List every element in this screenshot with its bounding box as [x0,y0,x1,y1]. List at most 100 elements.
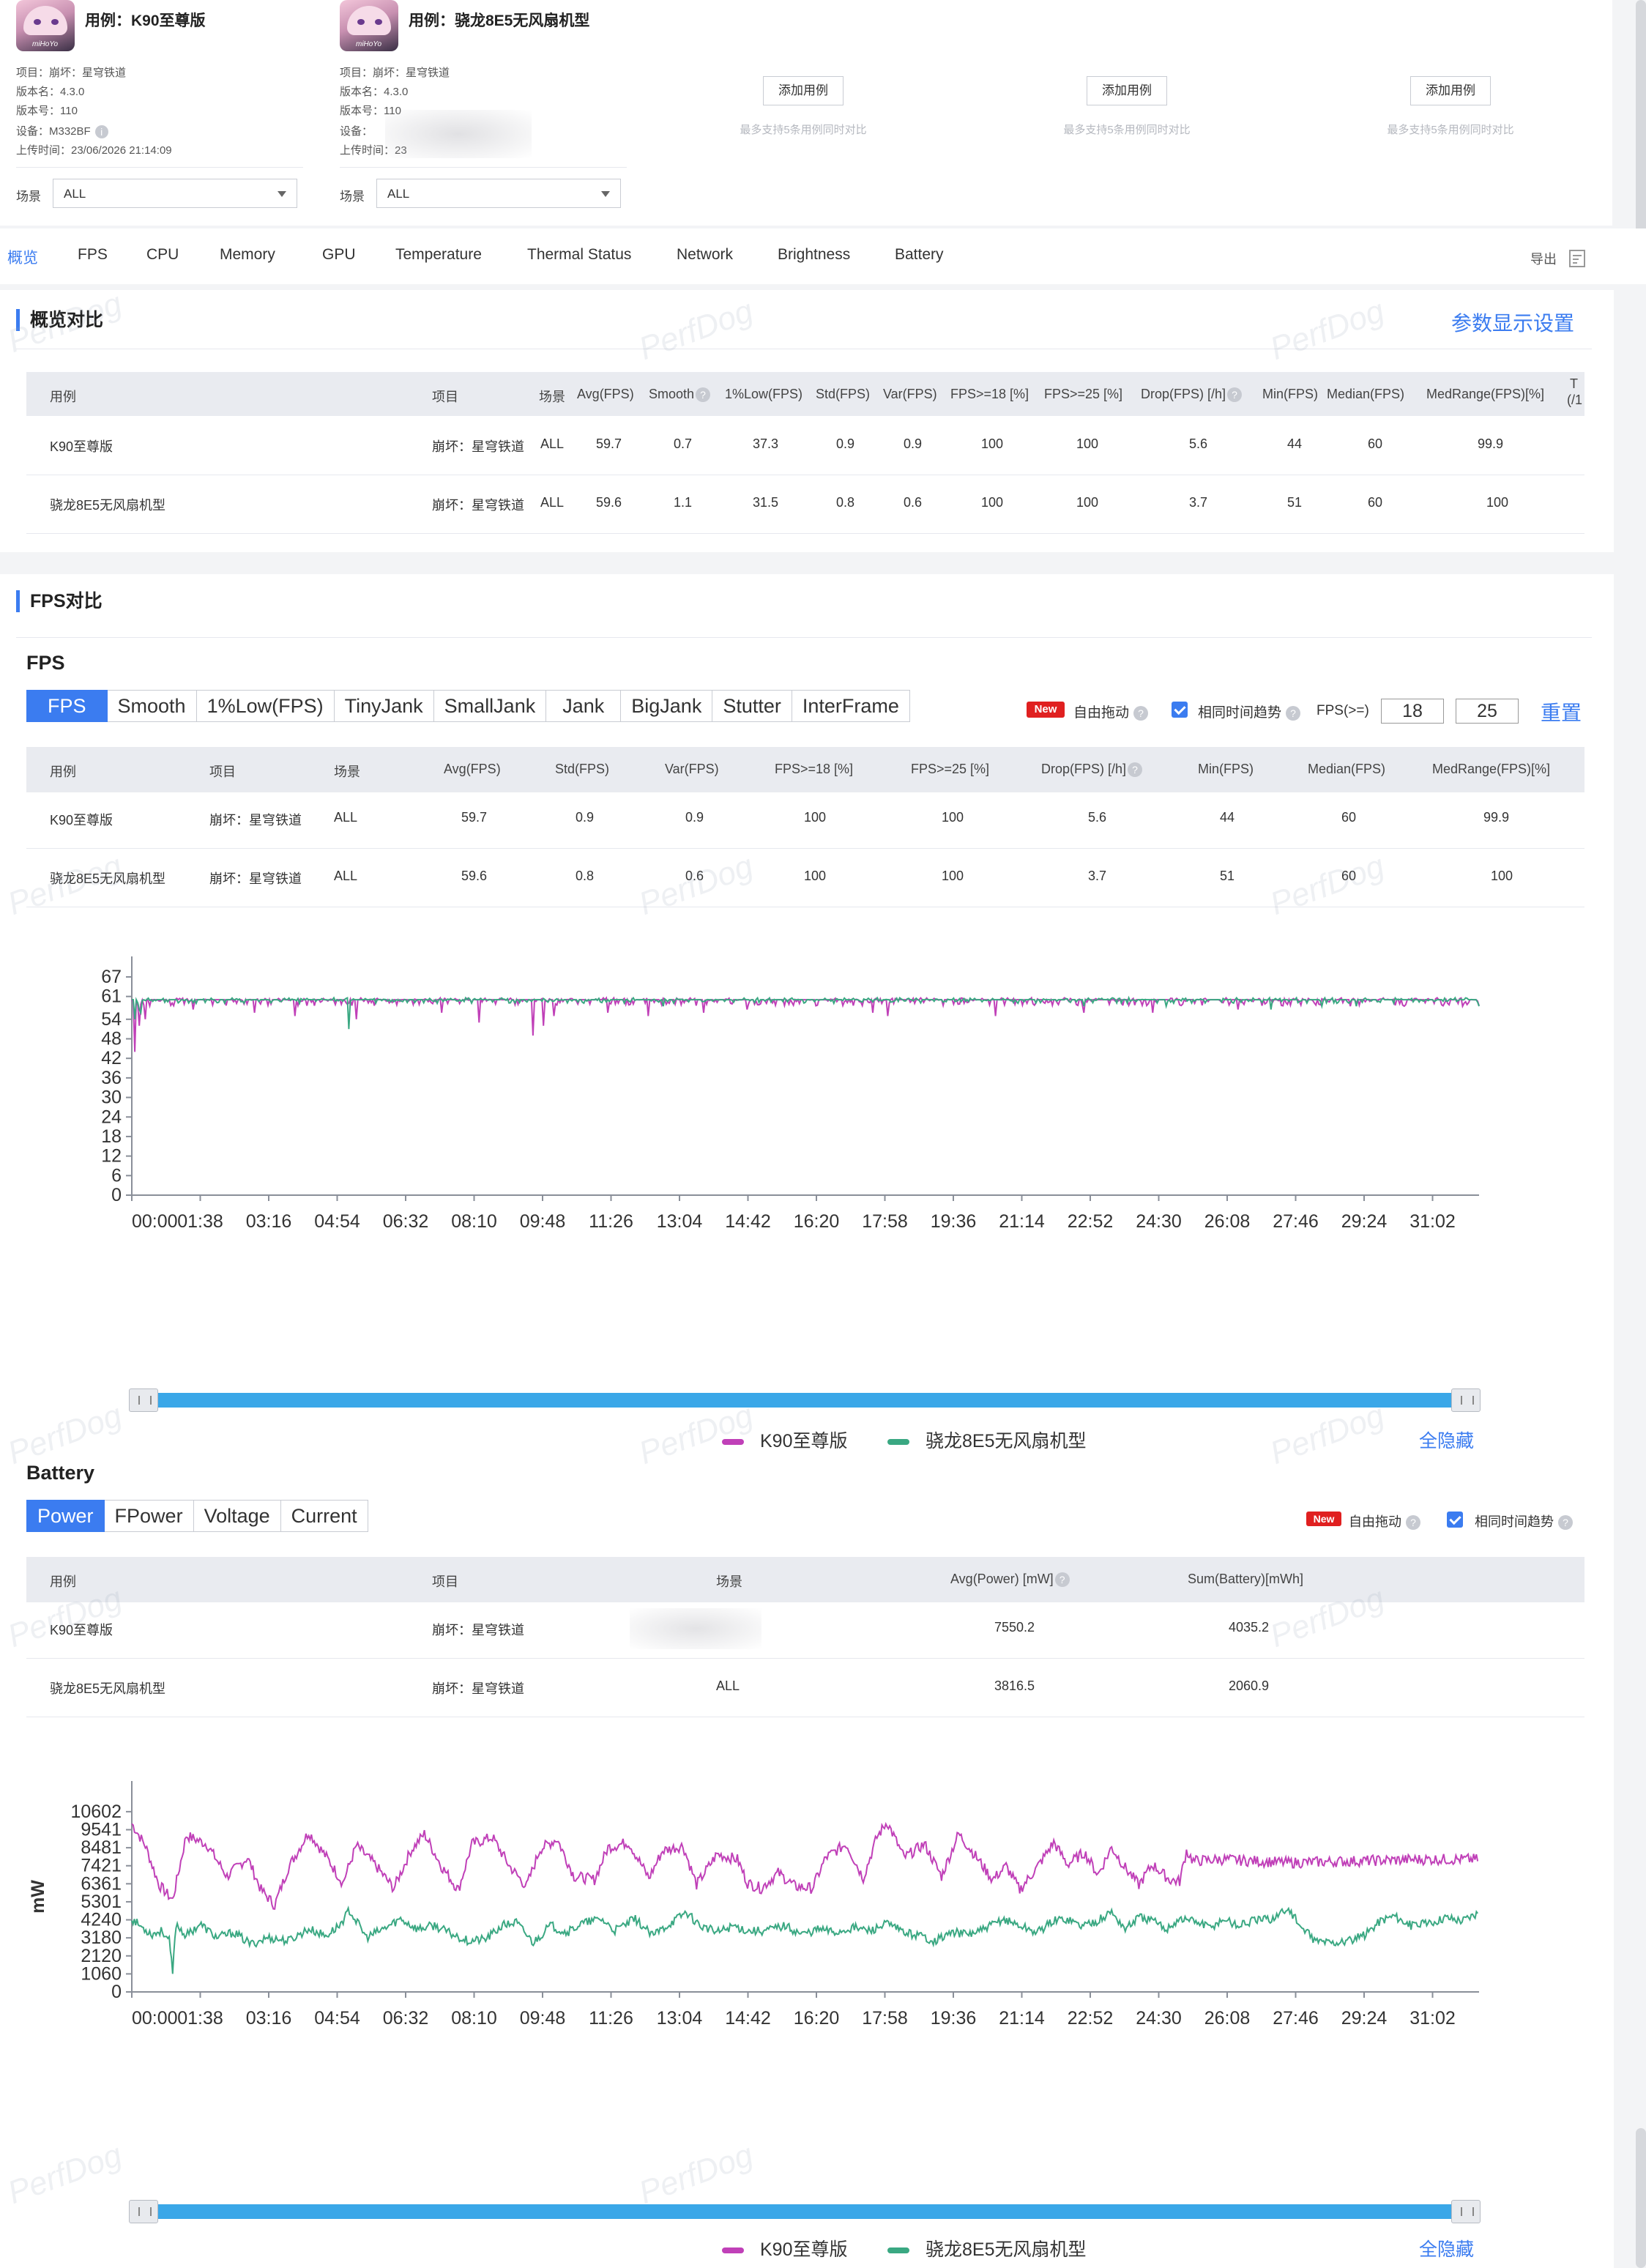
y-tick-label: 0 [111,1185,122,1205]
help-icon[interactable]: ? [1128,762,1143,778]
scene-select[interactable]: ALL [53,179,297,208]
y-tick-label: 18 [101,1126,122,1147]
y-tick-label: 48 [101,1029,122,1049]
segment-stutter[interactable]: Stutter [712,690,792,722]
y-tick-label: 6 [111,1165,122,1186]
fps-compare-section: FPS对比 FPS FPS Smooth 1%Low(FPS) TinyJank… [0,574,1614,2268]
range-handle-left[interactable] [129,1388,158,1412]
legend-swatch [722,2247,744,2254]
x-tick-label: 06:32 [383,2008,429,2029]
segment-fpower[interactable]: FPower [104,1500,194,1532]
y-tick-label: 3180 [81,1927,122,1948]
tab-cpu[interactable]: CPU [146,246,179,263]
segment-tinyjank[interactable]: TinyJank [334,690,434,722]
add-case-button[interactable]: 添加用例 [763,76,844,105]
add-case-hint: 最多支持5条用例同时对比 [1063,124,1191,136]
series-line-k90[interactable] [131,1821,1479,1910]
tab-temperature[interactable]: Temperature [395,246,482,263]
range-bar[interactable] [144,1393,1466,1408]
fps-compare-title: FPS对比 [16,590,103,612]
param-display-settings-link[interactable]: 参数显示设置 [1451,312,1575,335]
power-time-range-slider[interactable] [129,2200,1481,2223]
free-drag-option[interactable]: 自由拖动? [1073,702,1149,721]
segment-current[interactable]: Current [280,1500,368,1532]
scene-select[interactable]: ALL [376,179,621,208]
y-tick-label: 8481 [81,1837,122,1858]
tab-gpu[interactable]: GPU [322,246,356,263]
segment-power[interactable]: Power [26,1500,105,1532]
battery-table-header: 用例 项目 场景 Avg(Power) [mW]? Sum(Battery)[m… [26,1557,1584,1602]
case-upload-time: 上传时间：23/06/2026 21:14:09 [16,144,172,157]
scene-label: 场景 [340,190,365,204]
series-line-8e5[interactable] [131,1906,1478,1974]
help-icon[interactable]: ? [1227,387,1243,403]
page-scrollbar[interactable] [1636,2128,1646,2268]
export-button[interactable]: 导出 [1530,252,1557,267]
hide-all-button[interactable]: 全隐藏 [1419,2239,1475,2260]
add-case-button[interactable]: 添加用例 [1087,76,1167,105]
range-handle-right[interactable] [1451,1388,1481,1412]
tab-brightness[interactable]: Brightness [778,246,851,263]
y-tick-label: 67 [101,967,122,987]
add-case-button[interactable]: 添加用例 [1410,76,1491,105]
segment-jank[interactable]: Jank [546,690,622,722]
legend-item-k90[interactable]: K90至尊版 [722,2235,847,2261]
help-icon[interactable]: ? [1406,1515,1420,1531]
reset-button[interactable]: 重置 [1541,702,1582,724]
range-handle-left[interactable] [129,2200,158,2223]
same-time-checkbox[interactable] [1172,702,1188,718]
fps-table-header: 用例 项目 场景 Avg(FPS) Std(FPS) Var(FPS) FPS>… [26,747,1584,792]
case-card-1: miHoYo 用例：K90至尊版 项目：崩坏：星穹铁道 版本名：4.3.0 版本… [0,0,320,226]
series-line-k90[interactable] [131,996,1480,1052]
add-case-slot-3: 添加用例 最多支持5条用例同时对比 [1289,0,1612,226]
range-handle-right[interactable] [1451,2200,1481,2223]
segment-bigjank[interactable]: BigJank [621,690,713,722]
tab-battery[interactable]: Battery [895,246,944,263]
x-tick-label: 21:14 [999,2008,1045,2029]
tab-fps[interactable]: FPS [78,246,108,263]
segment-voltage[interactable]: Voltage [193,1500,281,1532]
segment-smooth[interactable]: Smooth [107,690,197,722]
hide-all-button[interactable]: 全隐藏 [1419,1431,1475,1451]
watermark: PerfDog [3,847,127,923]
x-tick-label: 09:48 [520,1211,566,1232]
segment-1pct-low[interactable]: 1%Low(FPS) [196,690,335,722]
power-line-chart[interactable]: 0106021203180424053016361742184819541106… [0,1761,1614,2097]
free-drag-option[interactable]: 自由拖动? [1349,1512,1420,1531]
segment-interframe[interactable]: InterFrame [792,690,910,722]
fps-time-range-slider[interactable] [129,1388,1481,1412]
info-icon[interactable]: i [94,125,108,139]
series-line-8e5[interactable] [132,995,1480,1030]
y-tick-label: 54 [101,1009,122,1030]
case-project: 项目：崩坏：星穹铁道 [16,67,127,79]
legend-item-8e5[interactable]: 骁龙8E5无风扇机型 [887,1427,1086,1453]
help-icon[interactable]: ? [1054,1572,1070,1588]
tab-overview[interactable]: 概览 [7,250,38,267]
case-device: 设备：M332BF i [16,123,108,139]
export-icon[interactable] [1568,249,1587,268]
add-case-hint: 最多支持5条用例同时对比 [1387,124,1514,136]
segment-fps[interactable]: FPS [26,690,108,722]
y-tick-label: 1060 [81,1963,122,1984]
help-icon[interactable]: ? [1286,705,1301,721]
y-tick-label: 42 [101,1048,122,1068]
y-tick-label: 5301 [81,1892,122,1912]
legend-item-k90[interactable]: K90至尊版 [722,1427,847,1453]
y-tick-label: 7421 [81,1856,122,1876]
y-tick-label: 61 [101,986,122,1007]
tab-memory[interactable]: Memory [220,246,275,263]
help-icon[interactable]: ? [1558,1515,1573,1531]
page-scrollbar[interactable] [1636,0,1646,271]
legend-item-8e5[interactable]: 骁龙8E5无风扇机型 [887,2235,1086,2261]
fps-threshold-input-1[interactable]: 18 [1381,699,1444,724]
same-time-checkbox[interactable] [1447,1512,1463,1528]
help-icon[interactable]: ? [696,387,711,403]
help-icon[interactable]: ? [1133,705,1149,721]
tab-network[interactable]: Network [677,246,734,263]
range-bar[interactable] [144,2204,1466,2219]
segment-smalljank[interactable]: SmallJank [433,690,547,722]
fps-threshold-input-2[interactable]: 25 [1456,699,1519,724]
y-tick-label: 24 [101,1107,122,1127]
tab-thermal-status[interactable]: Thermal Status [527,246,632,263]
